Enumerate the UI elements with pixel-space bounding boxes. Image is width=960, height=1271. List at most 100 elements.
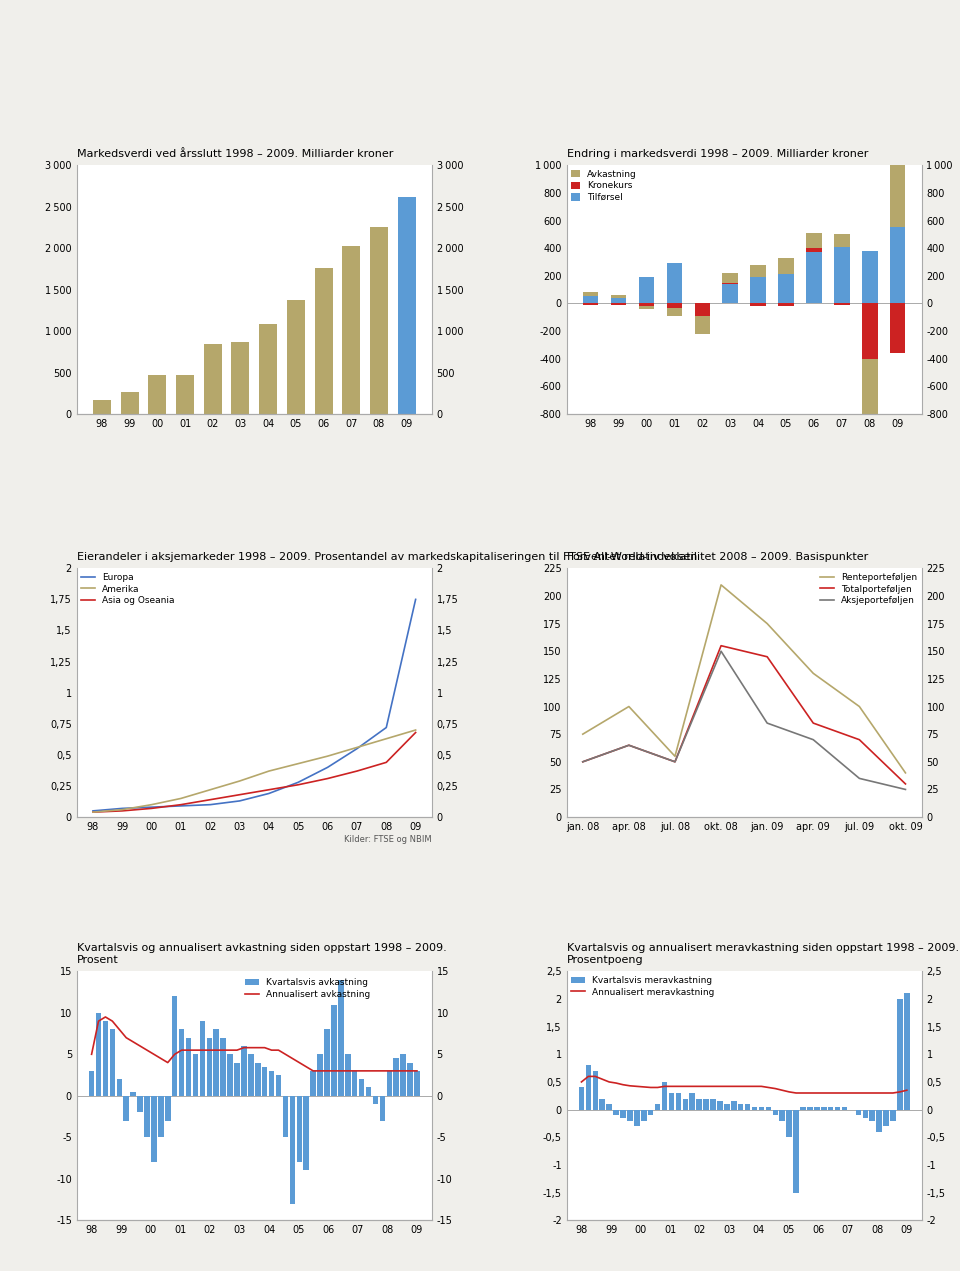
Bar bbox=[241, 1046, 247, 1096]
Bar bbox=[731, 1101, 736, 1110]
Text: Kvartalsvis og annualisert meravkastning siden oppstart 1998 – 2009.
Prosentpoen: Kvartalsvis og annualisert meravkastning… bbox=[566, 943, 959, 965]
Bar bbox=[724, 1104, 730, 1110]
Bar bbox=[634, 1110, 639, 1126]
Bar bbox=[366, 1088, 372, 1096]
Bar bbox=[407, 1063, 413, 1096]
Bar bbox=[324, 1030, 329, 1096]
Bar bbox=[204, 344, 222, 414]
Bar bbox=[883, 1110, 889, 1126]
Bar bbox=[290, 1096, 295, 1204]
Bar bbox=[751, 304, 766, 306]
Bar bbox=[248, 1054, 253, 1096]
Bar bbox=[821, 1107, 827, 1110]
Bar bbox=[165, 1096, 171, 1121]
Bar bbox=[897, 999, 902, 1110]
Bar bbox=[751, 277, 766, 304]
Bar bbox=[834, 247, 850, 304]
Bar bbox=[131, 1092, 136, 1096]
Bar bbox=[303, 1096, 309, 1171]
Text: Endring i markedsverdi 1998 – 2009. Milliarder kroner: Endring i markedsverdi 1998 – 2009. Mill… bbox=[566, 149, 868, 159]
Legend: Renteporteføljen, Totalporteføljen, Aksjeporteføljen: Renteporteføljen, Totalporteføljen, Aksj… bbox=[820, 573, 917, 605]
Bar bbox=[661, 1082, 667, 1110]
Bar bbox=[255, 1063, 260, 1096]
Bar bbox=[231, 342, 250, 414]
Bar bbox=[638, 305, 654, 309]
Bar bbox=[149, 375, 166, 414]
Bar bbox=[213, 1030, 219, 1096]
Bar bbox=[607, 1104, 612, 1110]
Bar bbox=[638, 304, 654, 305]
Bar bbox=[599, 1098, 605, 1110]
Bar bbox=[331, 1004, 337, 1096]
Bar bbox=[814, 1107, 820, 1110]
Legend: Avkastning, Kronekurs, Tilførsel: Avkastning, Kronekurs, Tilførsel bbox=[571, 170, 637, 202]
Bar bbox=[738, 1104, 743, 1110]
Bar bbox=[282, 1096, 288, 1138]
Bar bbox=[179, 1030, 184, 1096]
Bar bbox=[276, 1075, 281, 1096]
Bar bbox=[394, 1059, 399, 1096]
Text: Kilder: FTSE og NBIM: Kilder: FTSE og NBIM bbox=[344, 835, 432, 844]
Bar bbox=[103, 1021, 108, 1096]
Bar bbox=[579, 1088, 585, 1110]
Bar bbox=[176, 375, 194, 414]
Bar bbox=[342, 245, 360, 414]
Bar bbox=[583, 296, 598, 304]
Bar bbox=[666, 304, 682, 309]
Bar bbox=[193, 1054, 198, 1096]
Bar bbox=[297, 1096, 302, 1162]
Bar bbox=[89, 1071, 94, 1096]
Bar bbox=[121, 391, 138, 414]
Bar bbox=[287, 300, 305, 414]
Bar bbox=[172, 996, 178, 1096]
Bar bbox=[780, 1110, 785, 1121]
Bar bbox=[96, 1013, 102, 1096]
Bar bbox=[666, 309, 682, 316]
Bar bbox=[345, 1054, 350, 1096]
Bar bbox=[793, 1110, 799, 1192]
Bar bbox=[638, 277, 654, 304]
Bar bbox=[151, 1096, 156, 1162]
Bar bbox=[890, 228, 905, 304]
Bar bbox=[828, 1107, 833, 1110]
Bar bbox=[611, 295, 626, 297]
Bar bbox=[158, 1096, 163, 1138]
Bar bbox=[717, 1101, 723, 1110]
Bar bbox=[109, 1030, 115, 1096]
Bar bbox=[310, 1071, 316, 1096]
Legend: Kvartalsvis meravkastning, Annualisert meravkastning: Kvartalsvis meravkastning, Annualisert m… bbox=[571, 976, 714, 996]
Bar bbox=[206, 1037, 212, 1096]
Bar bbox=[583, 292, 598, 296]
Bar bbox=[676, 1093, 682, 1110]
Bar bbox=[352, 1071, 357, 1096]
Bar bbox=[611, 297, 626, 304]
Bar bbox=[137, 1096, 143, 1112]
Bar bbox=[613, 1110, 619, 1115]
Bar bbox=[862, 358, 877, 438]
Bar bbox=[620, 1110, 626, 1118]
Bar bbox=[259, 324, 277, 414]
Legend: Europa, Amerika, Asia og Oseania: Europa, Amerika, Asia og Oseania bbox=[82, 573, 175, 605]
Bar bbox=[234, 1063, 240, 1096]
Bar bbox=[835, 1107, 840, 1110]
Bar bbox=[758, 1107, 764, 1110]
Bar bbox=[870, 1110, 875, 1121]
Bar bbox=[370, 228, 388, 414]
Bar bbox=[710, 1098, 716, 1110]
Bar bbox=[704, 1098, 708, 1110]
Legend: Kvartalsvis avkastning, Annualisert avkastning: Kvartalsvis avkastning, Annualisert avka… bbox=[245, 979, 370, 999]
Bar bbox=[855, 1110, 861, 1115]
Bar bbox=[807, 1107, 813, 1110]
Bar bbox=[641, 1110, 646, 1121]
Bar bbox=[586, 1065, 591, 1110]
Bar bbox=[200, 1021, 205, 1096]
Bar bbox=[124, 1096, 129, 1121]
Bar bbox=[779, 258, 794, 275]
Bar bbox=[751, 264, 766, 277]
Bar bbox=[627, 1110, 633, 1121]
Bar bbox=[683, 1098, 688, 1110]
Bar bbox=[666, 263, 682, 304]
Bar bbox=[269, 1071, 275, 1096]
Bar bbox=[876, 1110, 882, 1131]
Text: Kvartalsvis og annualisert avkastning siden oppstart 1998 – 2009.
Prosent: Kvartalsvis og annualisert avkastning si… bbox=[77, 943, 446, 965]
